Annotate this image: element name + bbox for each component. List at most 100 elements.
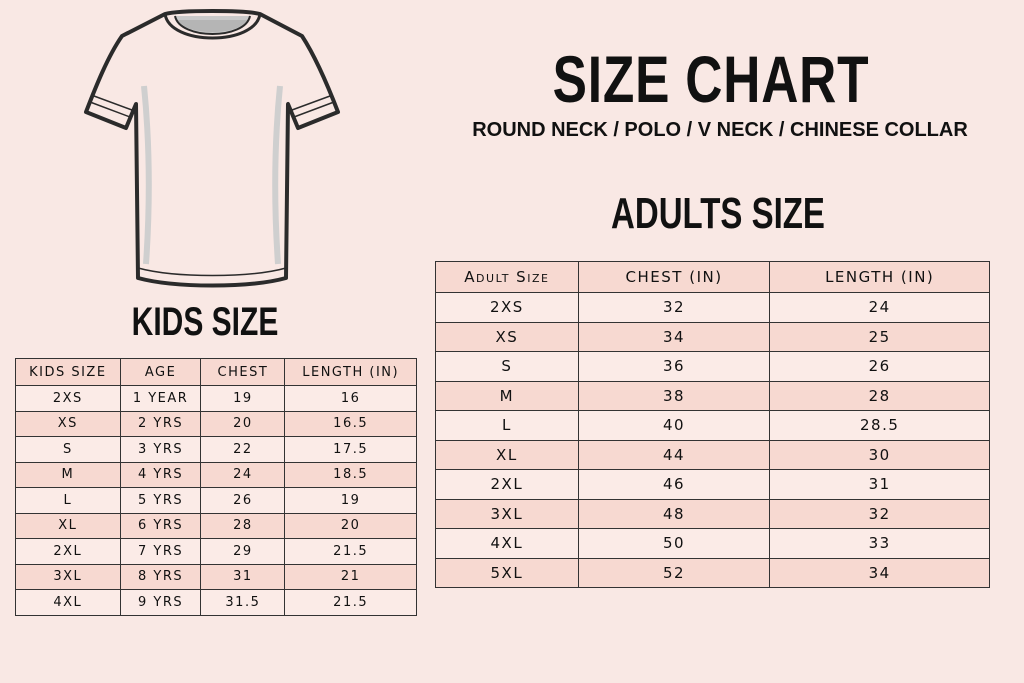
- table-header-row: Adult Size CHEST (IN) LENGTH (IN): [435, 261, 990, 293]
- table-cell: S: [15, 436, 121, 463]
- adults-size-heading: ADULTS SIZE: [611, 189, 825, 238]
- table-row: 4XL 50 33: [435, 528, 990, 559]
- table-row: 2XS 1 YEAR 19 16: [15, 385, 417, 412]
- table-cell: 33: [769, 528, 990, 559]
- table-cell: L: [15, 487, 121, 514]
- adults-size-table: Adult Size CHEST (IN) LENGTH (IN) 2XS 32 2…: [435, 261, 990, 588]
- table-cell: 40: [577, 410, 771, 441]
- column-header: KIDS SIZE: [15, 358, 121, 386]
- table-cell: 28.5: [769, 410, 990, 441]
- table-cell: 4XL: [435, 528, 579, 559]
- table-cell: 17.5: [284, 436, 417, 463]
- table-row: 5XL 52 34: [435, 557, 990, 588]
- table-cell: 46: [577, 469, 771, 500]
- column-header: CHEST (IN): [577, 261, 771, 293]
- kids-size-table: KIDS SIZE AGE CHEST LENGTH (IN) 2XS 1 YEA…: [15, 358, 417, 616]
- table-cell: 21.5: [284, 538, 417, 565]
- table-header-row: KIDS SIZE AGE CHEST LENGTH (IN): [15, 358, 417, 386]
- table-cell: 4XL: [15, 589, 121, 616]
- table-cell: 31: [769, 469, 990, 500]
- table-cell: 16.5: [284, 410, 417, 437]
- table-cell: 2XL: [435, 469, 579, 500]
- table-cell: 2XL: [15, 538, 121, 565]
- table-cell: 22: [200, 436, 286, 463]
- table-cell: 31.5: [200, 589, 286, 616]
- table-cell: XL: [435, 439, 579, 470]
- table-cell: 32: [769, 498, 990, 529]
- table-cell: 20: [284, 512, 417, 539]
- table-cell: 3XL: [435, 498, 579, 529]
- table-cell: 3 YRS: [119, 436, 202, 463]
- table-cell: 28: [769, 380, 990, 411]
- column-header: CHEST: [200, 358, 286, 386]
- table-row: 4XL 9 YRS 31.5 21.5: [15, 589, 417, 616]
- table-row: 2XL 7 YRS 29 21.5: [15, 538, 417, 565]
- column-header: LENGTH (IN): [284, 358, 417, 386]
- table-cell: 36: [577, 351, 771, 382]
- table-cell: 29: [200, 538, 286, 565]
- table-cell: 28: [200, 512, 286, 539]
- table-cell: 5XL: [435, 557, 579, 588]
- table-cell: 6 YRS: [119, 512, 202, 539]
- table-cell: 2 YRS: [119, 410, 202, 437]
- table-cell: 3XL: [15, 563, 121, 590]
- table-cell: 38: [577, 380, 771, 411]
- table-cell: 34: [769, 557, 990, 588]
- table-row: XS 2 YRS 20 16.5: [15, 410, 417, 437]
- table-cell: 30: [769, 439, 990, 470]
- table-cell: 4 YRS: [119, 461, 202, 488]
- table-cell: XS: [435, 321, 579, 352]
- table-row: 3XL 48 32: [435, 498, 990, 529]
- t-shirt-icon: [84, 9, 340, 288]
- table-cell: 32: [577, 292, 771, 323]
- column-header: Adult Size: [435, 261, 579, 293]
- table-cell: 31: [200, 563, 286, 590]
- table-row: 2XL 46 31: [435, 469, 990, 500]
- table-cell: S: [435, 351, 579, 382]
- page-title: SIZE CHART: [552, 42, 870, 116]
- table-row: XS 34 25: [435, 321, 990, 352]
- column-header: AGE: [119, 358, 202, 386]
- table-cell: 19: [284, 487, 417, 514]
- table-cell: 44: [577, 439, 771, 470]
- table-cell: 1 YEAR: [119, 385, 202, 412]
- table-cell: 20: [200, 410, 286, 437]
- table-cell: 24: [769, 292, 990, 323]
- table-cell: 2XS: [435, 292, 579, 323]
- table-cell: M: [15, 461, 121, 488]
- table-cell: 8 YRS: [119, 563, 202, 590]
- table-cell: 25: [769, 321, 990, 352]
- table-cell: 26: [200, 487, 286, 514]
- page-subtitle: ROUND NECK / POLO / V NECK / CHINESE COL…: [472, 119, 968, 141]
- table-cell: 19: [200, 385, 286, 412]
- table-cell: XL: [15, 512, 121, 539]
- table-cell: 16: [284, 385, 417, 412]
- table-cell: 52: [577, 557, 771, 588]
- table-row: L 40 28.5: [435, 410, 990, 441]
- table-cell: XS: [15, 410, 121, 437]
- table-cell: 21: [284, 563, 417, 590]
- table-row: XL 44 30: [435, 439, 990, 470]
- column-header: LENGTH (IN): [769, 261, 990, 293]
- table-row: 3XL 8 YRS 31 21: [15, 563, 417, 590]
- table-cell: 2XS: [15, 385, 121, 412]
- table-cell: 48: [577, 498, 771, 529]
- table-cell: 21.5: [284, 589, 417, 616]
- table-cell: 9 YRS: [119, 589, 202, 616]
- table-row: 2XS 32 24: [435, 292, 990, 323]
- table-cell: 7 YRS: [119, 538, 202, 565]
- table-cell: 24: [200, 461, 286, 488]
- table-cell: 34: [577, 321, 771, 352]
- table-row: M 38 28: [435, 380, 990, 411]
- kids-size-heading: KIDS SIZE: [131, 300, 279, 344]
- table-cell: 50: [577, 528, 771, 559]
- table-cell: 18.5: [284, 461, 417, 488]
- table-cell: L: [435, 410, 579, 441]
- table-cell: 5 YRS: [119, 487, 202, 514]
- table-cell: 26: [769, 351, 990, 382]
- table-row: XL 6 YRS 28 20: [15, 512, 417, 539]
- table-row: S 36 26: [435, 351, 990, 382]
